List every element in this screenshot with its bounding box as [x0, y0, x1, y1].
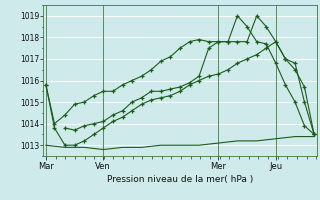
X-axis label: Pression niveau de la mer( hPa ): Pression niveau de la mer( hPa ) — [107, 175, 253, 184]
